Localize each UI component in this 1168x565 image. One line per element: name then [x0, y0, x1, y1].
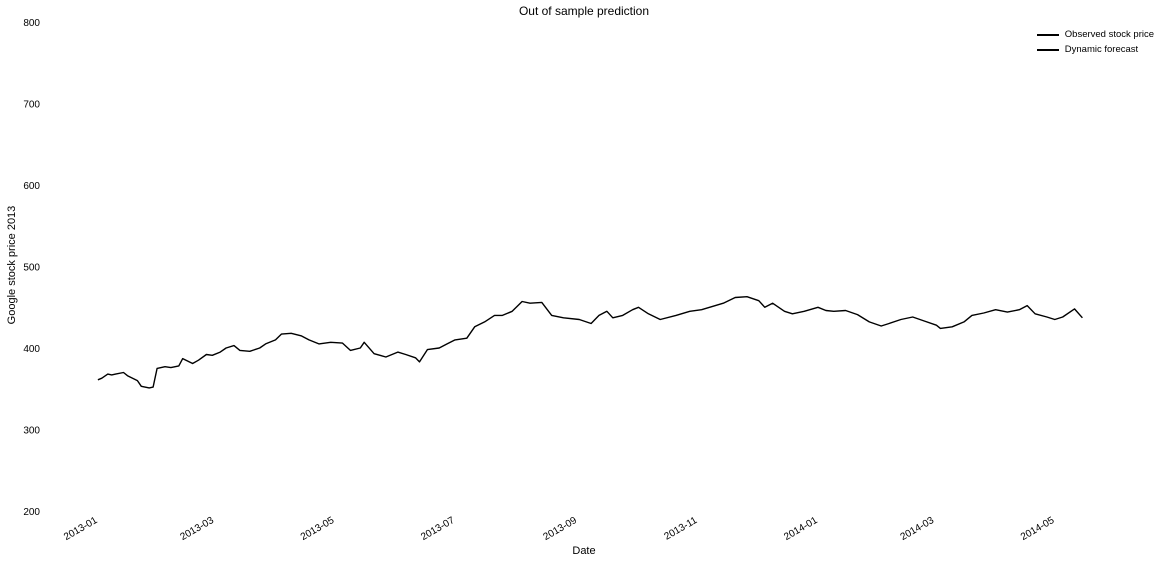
- x-tick-label: 2013-05: [299, 515, 337, 543]
- y-axis-label: Google stock price 2013: [6, 205, 18, 325]
- x-axis-label: Date: [572, 545, 596, 557]
- y-tick-label: 800: [23, 18, 40, 29]
- x-tick-label: 2014-05: [1019, 515, 1057, 543]
- x-tick-label: 2013-01: [62, 515, 100, 543]
- legend-item-forecast: Dynamic forecast: [1036, 42, 1154, 57]
- x-tick-label: 2014-01: [782, 515, 820, 543]
- legend-label-observed: Observed stock price: [1064, 29, 1154, 40]
- legend-item-observed: Observed stock price: [1036, 27, 1154, 42]
- y-tick-label: 500: [23, 263, 40, 274]
- legend-swatch-observed: [1036, 33, 1059, 36]
- x-tick-label: 2013-03: [179, 515, 217, 543]
- series-line-observed: [97, 296, 1083, 389]
- x-tick-label: 2013-09: [542, 515, 580, 543]
- legend-swatch-forecast: [1036, 48, 1059, 51]
- chart-title: Out of sample prediction: [518, 4, 650, 18]
- x-tick-label: 2013-07: [419, 515, 457, 543]
- y-tick-label: 300: [23, 426, 40, 437]
- legend-label-forecast: Dynamic forecast: [1064, 44, 1139, 55]
- y-tick-label: 600: [23, 181, 40, 192]
- y-tick-label: 200: [23, 507, 40, 518]
- x-tick-label: 2013-11: [663, 515, 700, 543]
- y-tick-label: 400: [23, 344, 40, 355]
- y-tick-label: 700: [23, 100, 40, 111]
- x-tick-label: 2014-03: [899, 515, 937, 543]
- legend: Observed stock price Dynamic forecast: [1036, 27, 1154, 57]
